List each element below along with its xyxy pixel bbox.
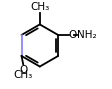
Text: O: O bbox=[19, 65, 27, 74]
Text: NH₂: NH₂ bbox=[77, 30, 97, 40]
Text: CH₃: CH₃ bbox=[30, 2, 49, 12]
Text: CH₃: CH₃ bbox=[14, 70, 33, 80]
Text: O: O bbox=[68, 30, 76, 40]
